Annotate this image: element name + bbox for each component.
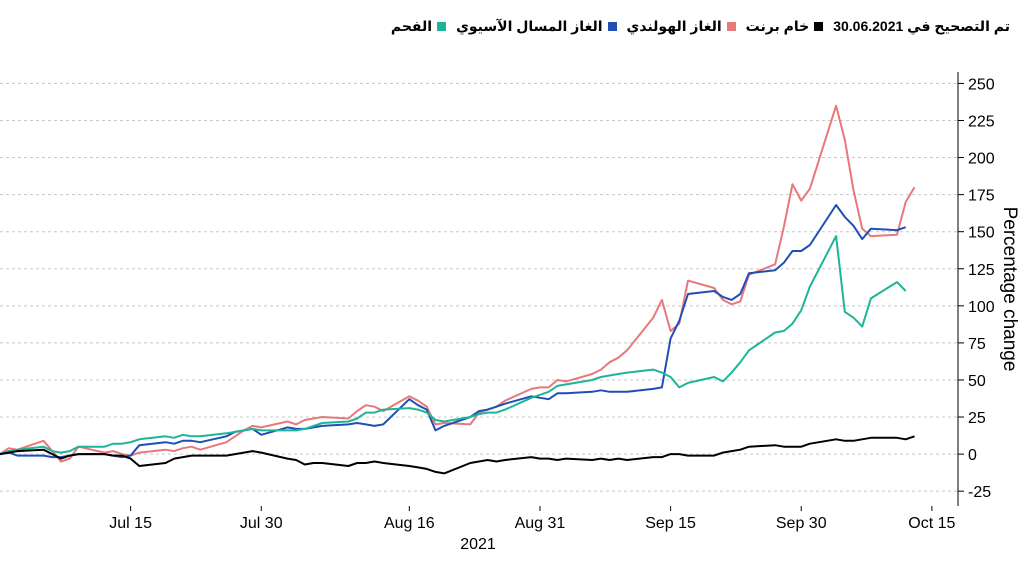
- y-tick-label: 125: [968, 262, 995, 279]
- y-tick-label: 225: [968, 113, 995, 130]
- x-tick-label: Aug 16: [384, 515, 435, 532]
- legend-swatch-coal: [437, 22, 447, 31]
- x-tick-label: Oct 15: [908, 515, 955, 532]
- x-tick-label: Jul 30: [240, 515, 283, 532]
- legend-label-dutch-gas: الغاز الهولندي: [626, 18, 722, 34]
- x-tick-label: Aug 31: [515, 515, 566, 532]
- legend-label-asian-lng: الغاز المسال الآسيوي: [456, 18, 603, 34]
- legend-item-brent: خام برنت: [746, 18, 824, 35]
- legend-label-brent: خام برنت: [745, 18, 810, 34]
- series-line-3: [0, 435, 915, 475]
- y-tick-label: 200: [968, 151, 995, 168]
- y-tick-label: 100: [968, 299, 995, 316]
- chart-legend: تم التصحيح في 30.06.2021 خام برنت الغاز …: [391, 18, 1010, 35]
- x-tick-label: Sep 30: [776, 515, 827, 532]
- legend-item-dutch-gas: الغاز الهولندي: [627, 18, 736, 35]
- x-year-label: 2021: [460, 536, 496, 553]
- y-tick-label: 0: [968, 447, 977, 464]
- y-tick-label: -25: [968, 484, 991, 501]
- legend-item-asian-lng: الغاز المسال الآسيوي: [456, 18, 617, 35]
- y-tick-label: 25: [968, 410, 986, 427]
- series-line-2: [0, 235, 907, 456]
- y-tick-label: 50: [968, 373, 986, 390]
- legend-swatch-dutch-gas: [726, 22, 736, 31]
- y-tick-label: 150: [968, 225, 995, 242]
- series-line-1: [0, 204, 907, 459]
- legend-swatch-brent: [814, 22, 824, 31]
- x-tick-label: Sep 15: [645, 515, 696, 532]
- legend-label-coal: الفحم: [390, 18, 433, 34]
- x-tick-label: Jul 15: [109, 515, 152, 532]
- legend-prefix: تم التصحيح في 30.06.2021: [833, 18, 1010, 34]
- series-line-0: [0, 104, 916, 463]
- y-tick-label: 75: [968, 336, 986, 353]
- legend-item-coal: الفحم: [390, 18, 447, 35]
- legend-swatch-asian-lng: [607, 22, 617, 31]
- y-tick-label: 175: [968, 188, 995, 205]
- y-axis-title: Percentage change: [999, 207, 1020, 372]
- y-tick-label: 250: [968, 76, 995, 93]
